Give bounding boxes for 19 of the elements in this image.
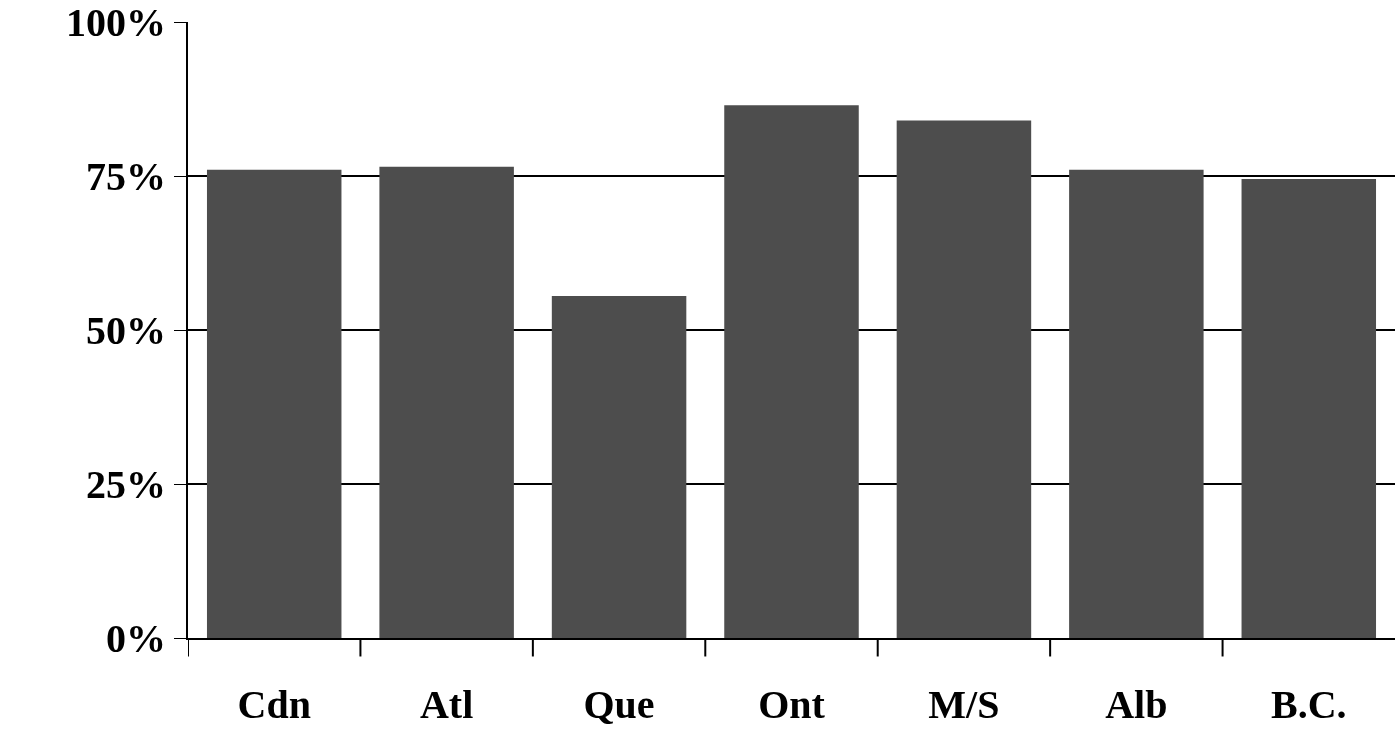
bar — [206, 169, 342, 638]
bar — [1069, 169, 1204, 638]
x-tick-label: Alb — [1105, 682, 1168, 727]
x-tick-label: Ont — [758, 682, 826, 727]
bar — [379, 166, 514, 638]
x-tick-label: M/S — [928, 682, 1000, 727]
x-tick-label: B.C. — [1271, 682, 1347, 727]
bar — [724, 105, 859, 638]
y-tick-label: 50% — [86, 308, 166, 353]
x-tick-label: Que — [583, 682, 655, 727]
bar — [1241, 179, 1377, 638]
x-tick-label: Cdn — [237, 682, 311, 727]
y-tick-label: 25% — [86, 462, 166, 507]
y-tick-label: 75% — [86, 154, 166, 199]
bar — [896, 120, 1032, 638]
bar — [551, 296, 687, 638]
x-tick-label: Atl — [419, 682, 474, 727]
y-tick-label: 0% — [106, 616, 166, 661]
y-tick-label: 100% — [66, 0, 166, 45]
